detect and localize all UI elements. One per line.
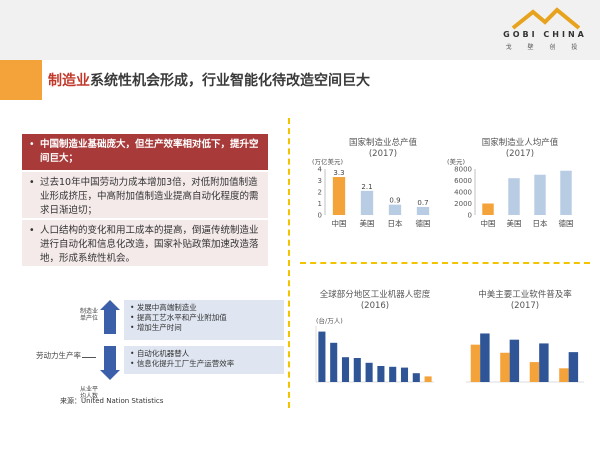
bullet-text: 人口结构的变化和用工成本的提高，倒逼传统制造业进行自动化和信息化改造，国家补贴政… [40,225,259,264]
y-tick-label: 3 [318,177,322,185]
y-tick-label: 0 [318,212,322,220]
category-label: 德国 [559,218,574,228]
bar [400,367,409,382]
bullet-labor-cost: • 过去10年中国劳动力成本增加3倍，对低附加值制造业形成挤压，中高附加值制造业… [22,172,268,218]
bar [365,362,373,382]
increase-item: • 增加生产时间 [130,323,182,332]
chart-ylabel: (美元) [447,158,466,166]
chart-title: 中美主要工业软件普及率 (2017) [478,290,572,311]
bar [424,376,432,382]
chart-robot-density [315,326,434,383]
bar [509,339,520,382]
y-tick-label: 2000 [454,200,472,208]
diagram-fraction-line [82,357,96,358]
y-tick-label: 8000 [454,166,472,174]
data-label: 0.9 [389,197,400,205]
bar [482,203,494,215]
bullet-dot-icon: • [29,177,35,188]
y-tick-label: 2 [318,189,322,197]
chart-ylabel: (台/万人) [316,317,343,325]
y-tick-label: 0 [468,212,472,220]
category-label: 日本 [533,218,548,228]
category-label: 德国 [416,218,431,228]
bar [568,352,579,382]
bar [341,357,350,382]
arrow-down-shaft [104,346,116,370]
logo-name: GOBI CHINA [503,30,587,39]
category-label: 美国 [360,218,375,228]
arrow-down-icon [100,370,120,380]
title-highlight: 制造业 [48,73,90,89]
mountain-logo-icon [511,7,581,30]
increase-item: • 发展中高端制造业 [130,303,197,312]
bar [470,344,481,382]
bar [332,177,346,215]
diagram-label-top: 制造业 单产位 [80,308,99,322]
bar [508,178,520,215]
chart-title: 全球部分地区工业机器人密度 (2016) [319,290,431,311]
bar [377,366,385,382]
bullet-text: 过去10年中国劳动力成本增加3倍，对低附加值制造业形成挤压，中高附加值制造业提高… [40,177,259,216]
bar [416,206,430,215]
bar [388,204,402,215]
y-tick-label: 4000 [454,189,472,197]
bar [353,358,361,382]
arrow-up-icon [100,300,120,310]
decrease-item: • 信息化提升工厂生产运营效率 [130,359,235,368]
bar [480,333,490,382]
vertical-separator [288,118,290,408]
chart-title: 国家制造业人均产值 (2017) [481,138,559,159]
bar [318,331,326,382]
bar [559,368,569,382]
bar [560,170,572,215]
slide-title: 制造业系统性机会形成，行业智能化待改造空间巨大 [48,70,370,90]
bar [412,373,420,382]
title-accent-bar [0,60,42,100]
logo-subtitle: 戈 壁 创 投 [505,44,585,51]
data-label: 3.3 [333,169,344,177]
increase-item: • 提高工艺水平和产业附加值 [130,313,227,322]
bullet-efficiency: • 中国制造业基础庞大，但生产效率相对低下，提升空间巨大； [22,134,268,170]
chart-title: 国家制造业总产值 (2017) [348,138,417,159]
bar [360,190,374,215]
category-label: 日本 [388,218,403,228]
bar [389,366,397,382]
title-rest: 系统性机会形成，行业智能化待改造空间巨大 [90,73,370,89]
category-label: 中国 [481,218,496,228]
chart-software-adoption [466,333,584,383]
increase-panel: • 发展中高端制造业 • 提高工艺水平和产业附加值 • 增加生产时间 [124,300,284,340]
bullet-text: 中国制造业基础庞大，但生产效率相对低下，提升空间巨大； [40,139,259,164]
category-label: 美国 [507,218,522,228]
y-tick-label: 1 [318,200,322,208]
chart-per-capita-output: 0 2000 4000 6000 8000 中国 美国 日本 德国 [454,166,574,229]
bullet-dot-icon: • [29,139,35,150]
diagram-label-bottom: 从业平 均人数 [80,386,99,400]
bar [529,362,540,382]
horizontal-separator [300,262,590,264]
source-note: 来源：United Nation Statistics [60,397,164,405]
bullet-population: • 人口结构的变化和用工成本的提高，倒逼传统制造业进行自动化和信息化改造，国家补… [22,220,268,266]
category-label: 中国 [332,218,347,228]
bullet-dot-icon: • [29,225,35,236]
bar [534,174,546,215]
data-label: 0.7 [417,199,428,207]
header-band [0,0,600,60]
chart-ylabel: (万亿美元) [312,158,344,166]
y-tick-label: 6000 [454,177,472,185]
diagram-label-left: 劳动力生产率 [36,351,81,360]
decrease-item: • 自动化机器替人 [130,349,190,358]
arrow-up-shaft [104,310,116,334]
data-label: 2.1 [361,183,372,191]
y-tick-label: 4 [318,166,323,174]
chart-total-output: 0 1 2 3 4 3.3 中国 2.1 美国 0.9 日本 0.7 德国 [318,166,431,229]
bar [539,343,549,382]
company-logo: GOBI CHINA 戈 壁 创 投 [495,6,595,56]
bar [500,352,510,382]
productivity-diagram: 制造业 单产位 劳动力生产率 从业平 均人数 • 发展中高端制造业 • 提高工艺… [36,288,284,400]
decrease-panel: • 自动化机器替人 • 信息化提升工厂生产运营效率 [124,346,284,374]
bar [330,342,338,382]
